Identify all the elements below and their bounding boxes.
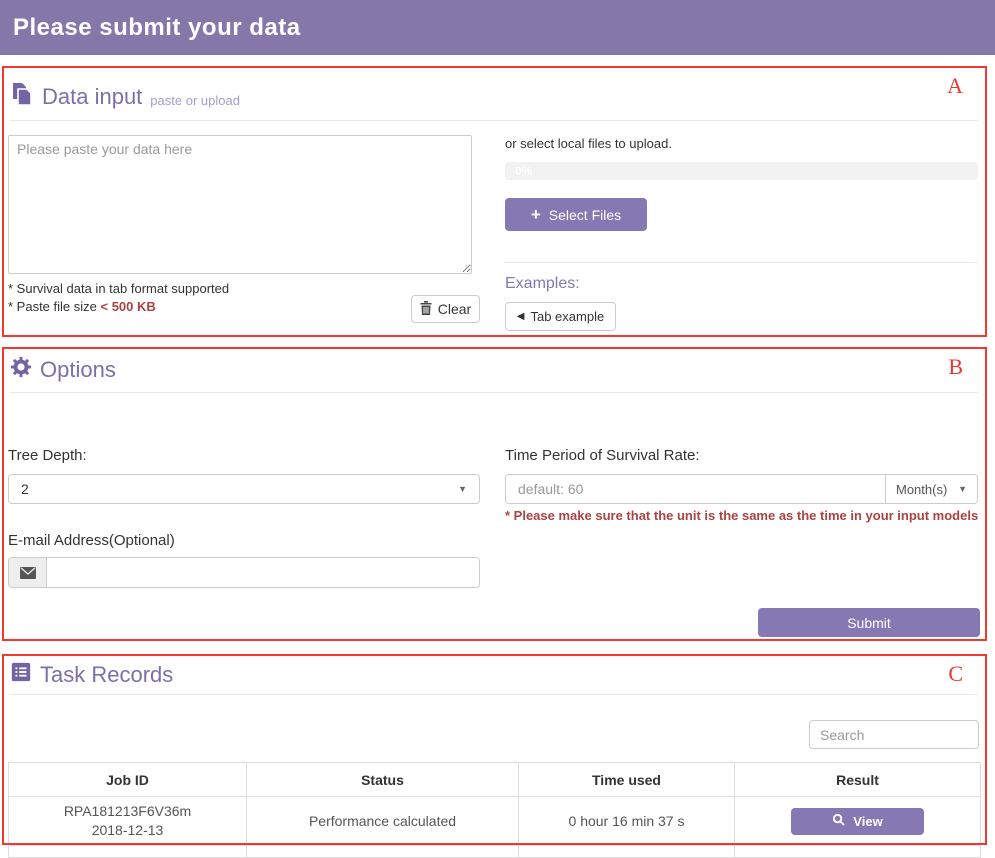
- view-button[interactable]: View: [791, 807, 924, 835]
- tree-depth-select[interactable]: 2 ▼: [8, 474, 480, 504]
- upload-hint-text: or select local files to upload.: [505, 136, 672, 151]
- task-records-section-header: Task Records: [10, 661, 173, 688]
- view-button-label: View: [853, 813, 883, 829]
- select-files-button[interactable]: + Select Files: [505, 198, 647, 231]
- submit-label: Submit: [847, 614, 891, 631]
- clear-button-label: Clear: [437, 301, 472, 317]
- submit-button[interactable]: Submit: [758, 608, 980, 637]
- tree-depth-value: 2: [21, 481, 29, 497]
- table-header-row: Job ID Status Time used Result: [8, 762, 981, 797]
- paste-data-textarea[interactable]: [8, 135, 472, 274]
- divider: [10, 694, 978, 695]
- clear-button[interactable]: Clear: [411, 295, 480, 323]
- column-header-time-used[interactable]: Time used: [518, 762, 735, 797]
- time-period-input[interactable]: [506, 475, 885, 503]
- options-section-header: Options: [10, 356, 116, 383]
- annotation-letter-b: B: [948, 354, 963, 379]
- chevron-down-icon: ▼: [958, 484, 967, 494]
- email-input[interactable]: [47, 558, 479, 587]
- upload-progress-value: 0%: [515, 164, 533, 178]
- tree-depth-label: Tree Depth:: [8, 447, 87, 464]
- time-period-input-group: Month(s) ▼: [505, 474, 978, 504]
- trash-icon: [420, 300, 432, 318]
- time-used-cell: 0 hour 16 min 37 s: [518, 796, 735, 846]
- gear-icon: [10, 356, 32, 383]
- size-note-prefix: * Paste file size: [8, 299, 101, 314]
- size-note: * Paste file size < 500 KB: [8, 299, 156, 314]
- task-records-title: Task Records: [40, 661, 174, 687]
- tab-example-button[interactable]: ◀ Tab example: [505, 302, 616, 331]
- select-files-label: Select Files: [548, 206, 622, 223]
- options-title: Options: [40, 356, 116, 382]
- email-input-group: [8, 557, 480, 588]
- data-input-section-header: Data input paste or upload: [10, 82, 240, 111]
- job-id-value: RPA181213F6V36m: [63, 803, 192, 819]
- email-label: E-mail Address(Optional): [8, 532, 175, 549]
- column-header-result[interactable]: Result: [734, 762, 981, 797]
- tab-example-label: Tab example: [530, 309, 605, 324]
- paste-files-icon: [10, 82, 34, 111]
- result-cell: View: [734, 796, 981, 846]
- page-header: Please submit your data: [0, 0, 995, 55]
- envelope-icon: [9, 558, 47, 587]
- column-header-status[interactable]: Status: [246, 762, 519, 797]
- format-note: * Survival data in tab format supported: [8, 281, 230, 296]
- status-cell: Performance calculated: [246, 796, 519, 846]
- data-input-subtitle: paste or upload: [150, 93, 240, 108]
- job-id-cell: RPA181213F6V36m 2018-12-13: [8, 796, 247, 846]
- unit-warning-note: * Please make sure that the unit is the …: [505, 508, 979, 523]
- divider: [10, 120, 978, 121]
- list-icon: [10, 661, 32, 688]
- data-input-title: Data input: [42, 83, 143, 109]
- column-header-job-id[interactable]: Job ID: [8, 762, 247, 797]
- upload-progress-bar: 0%: [505, 162, 978, 180]
- annotation-letter-a: A: [947, 73, 963, 98]
- job-date-value: 2018-12-13: [91, 822, 164, 838]
- examples-label: Examples:: [505, 275, 580, 292]
- table-row: RPA181213F6V36m 2018-12-13 Performance c…: [8, 796, 981, 846]
- time-period-label: Time Period of Survival Rate:: [505, 447, 700, 464]
- time-unit-select[interactable]: Month(s) ▼: [885, 475, 977, 503]
- search-input[interactable]: [809, 720, 979, 749]
- back-triangle-icon: ◀: [516, 311, 525, 322]
- page-title: Please submit your data: [13, 14, 301, 41]
- search-icon: [832, 813, 846, 829]
- plus-icon: +: [530, 205, 541, 224]
- time-unit-value: Month(s): [896, 481, 948, 497]
- task-records-table: Job ID Status Time used Result RPA181213…: [8, 762, 981, 858]
- annotation-letter-c: C: [948, 661, 963, 686]
- divider: [10, 392, 978, 393]
- chevron-down-icon: ▼: [458, 484, 467, 494]
- size-note-limit: < 500 KB: [100, 299, 156, 314]
- divider: [505, 262, 978, 263]
